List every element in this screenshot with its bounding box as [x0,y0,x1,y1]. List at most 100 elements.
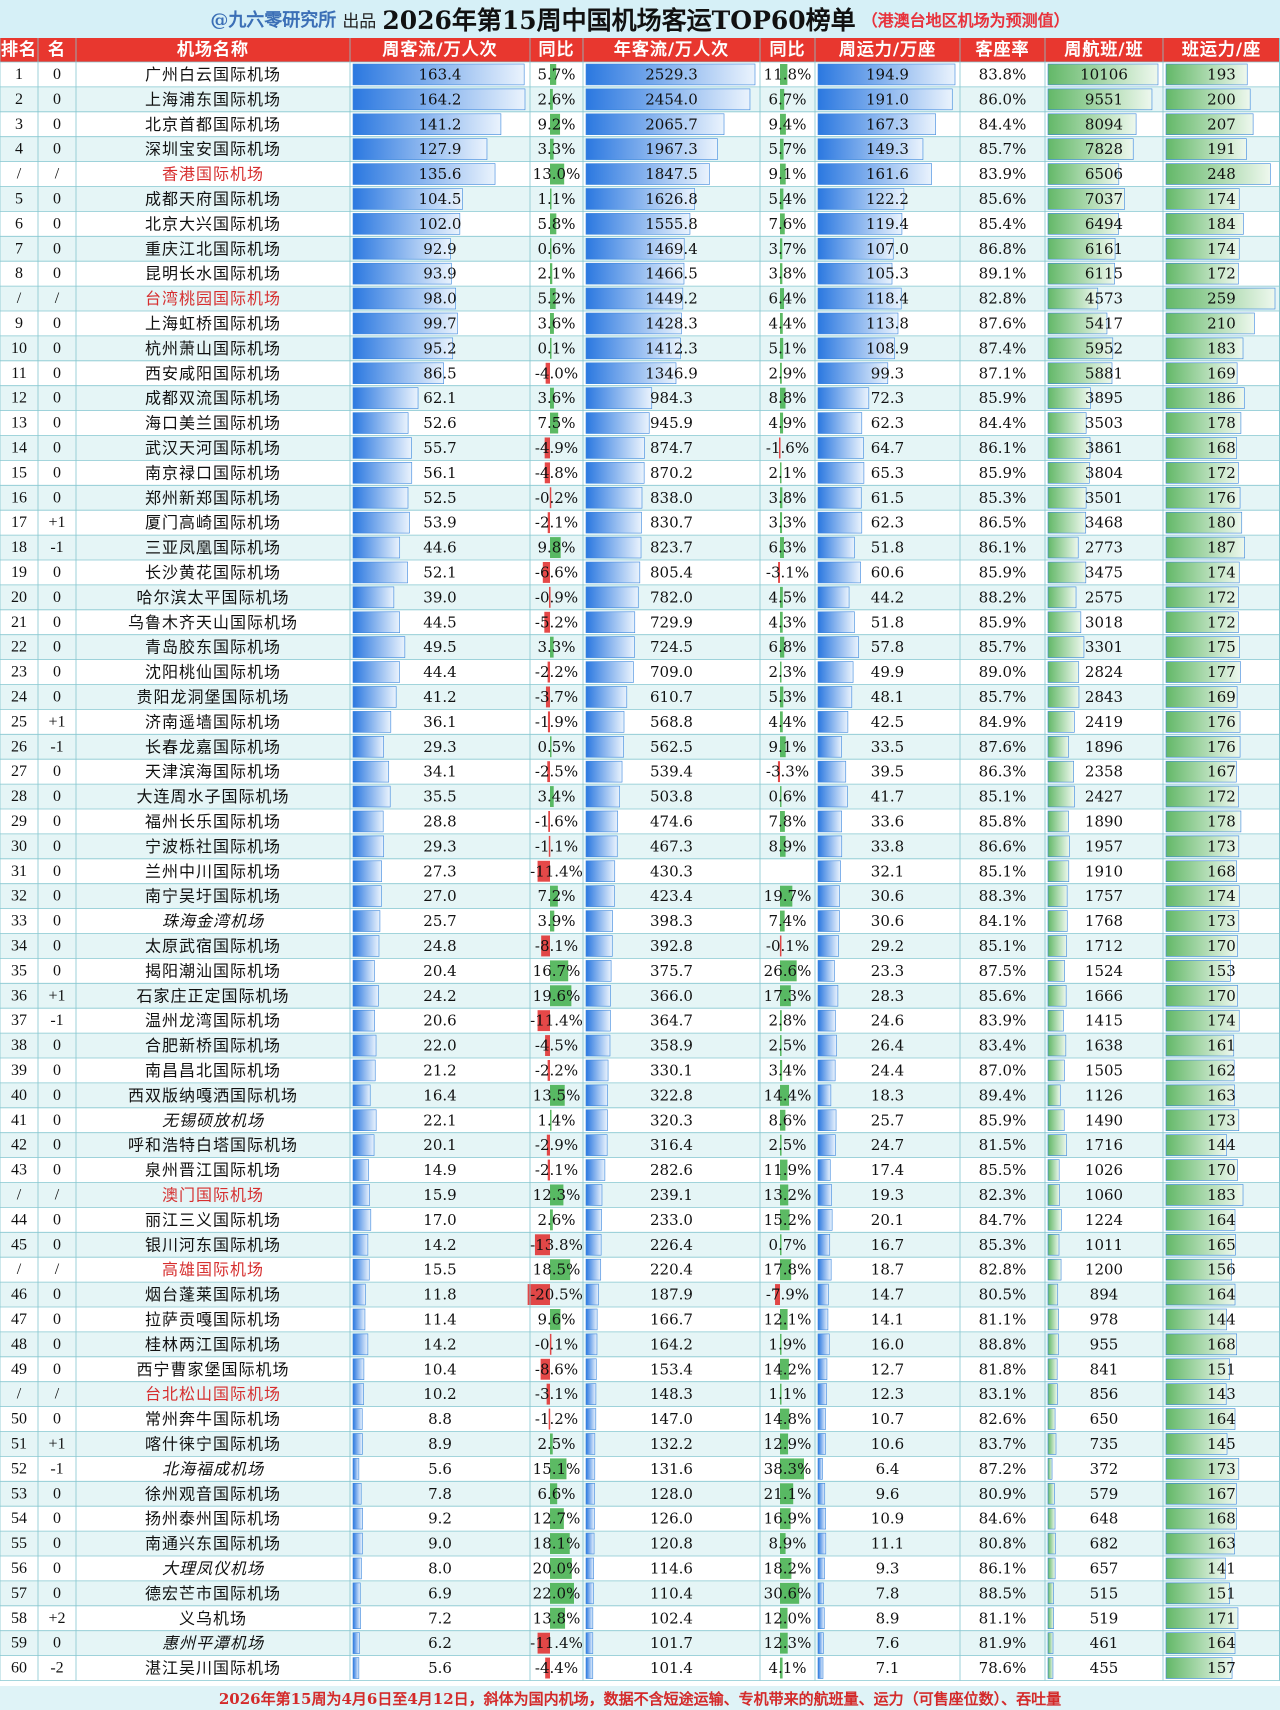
cell-annual: 239.1 [650,1186,693,1204]
cell-load: 85.7% [979,688,1027,706]
cell-name: 香港国际机场 [162,165,264,184]
cell-annual-yoy: 4.9% [768,414,806,432]
table-row [0,1605,1280,1631]
cell-change: 0 [53,1411,61,1428]
annual-yoy-bar [778,562,780,583]
cell-load: 85.4% [979,215,1027,233]
cell-change: 0 [53,1087,61,1104]
cell-weekly-yoy: 13.8% [533,1609,581,1627]
annual-yoy-bar [780,113,786,135]
cell-weekly: 15.5 [423,1261,456,1279]
cell-name: 桂林两江国际机场 [145,1335,281,1354]
cell-annual-yoy: 0.7% [768,1236,806,1254]
weekly-capacity-bar [817,1408,826,1430]
weekly-flights-bar [1047,686,1080,708]
annual-traffic-bar [585,1109,608,1132]
cell-seats: 174 [1207,1012,1236,1030]
annual-yoy-bar [780,661,782,683]
weekly-yoy-bar [550,163,565,185]
weekly-capacity-bar [817,1034,837,1057]
weekly-yoy-bar [550,1558,572,1579]
cell-name: 南昌昌北国际机场 [145,1061,281,1080]
cell-capacity: 64.7 [871,439,904,457]
publisher-suffix: 出品 [342,11,377,32]
cell-weekly-yoy: 2.1% [537,265,575,283]
cell-rank: 55 [11,1535,27,1552]
seats-per-flight-bar [1165,412,1242,434]
cell-weekly: 16.4 [423,1086,456,1104]
cell-change: 0 [53,763,61,780]
cell-annual-yoy: 11.8% [764,65,812,83]
cell-name: 宁波栎社国际机场 [145,837,281,856]
weekly-yoy-bar [550,736,552,758]
weekly-traffic-bar [352,860,382,882]
cell-capacity: 191.0 [866,90,909,108]
cell-rank: 1 [15,66,23,83]
cell-weekly-yoy: -4.4% [535,1659,578,1677]
annual-yoy-bar [780,686,784,708]
annual-yoy-bar [780,1159,788,1181]
annual-traffic-bar [585,312,682,335]
weekly-yoy-bar [550,1458,567,1480]
annual-yoy-bar [780,1632,788,1654]
weekly-capacity-bar [817,1308,829,1331]
cell-name: 成都天府国际机场 [145,189,281,208]
weekly-yoy-bar [550,1184,564,1206]
page-title: 2026年第15周中国机场客运TOP60榜单 [382,6,856,35]
cell-annual: 830.7 [650,514,693,532]
weekly-capacity-bar [817,63,956,86]
weekly-yoy-bar [548,811,550,832]
cell-seats: 169 [1207,364,1236,382]
weekly-capacity-bar [817,113,936,136]
cell-load: 85.7% [979,638,1027,656]
weekly-flights-bar [1047,312,1108,335]
cell-flights: 650 [1090,1410,1119,1428]
cell-seats: 172 [1207,265,1236,283]
weekly-flights-bar [1047,661,1080,683]
cell-capacity: 72.3 [871,389,904,407]
cell-change: 0 [53,439,61,456]
cell-capacity: 7.1 [876,1659,900,1677]
weekly-traffic-bar [352,661,400,683]
cell-weekly: 20.4 [423,962,456,980]
cell-name: 泉州晋江国际机场 [145,1161,281,1180]
seats-per-flight-bar [1165,287,1276,310]
weekly-flights-bar [1047,1184,1060,1206]
cell-change: 0 [53,1162,61,1179]
cell-seats: 164 [1207,1211,1236,1229]
cell-capacity: 39.5 [871,763,904,781]
cell-capacity: 14.1 [871,1310,904,1328]
cell-seats: 144 [1207,1310,1236,1328]
weekly-traffic-bar [352,1034,377,1057]
cell-rank: 49 [11,1361,27,1378]
weekly-flights-bar [1047,238,1116,260]
cell-change: -1 [50,539,63,556]
table-row [0,1132,1280,1158]
cell-seats: 168 [1207,439,1236,457]
cell-name: 澳门国际机场 [162,1185,264,1204]
column-header-rank: 排名 [1,39,37,60]
cell-annual-yoy: 0.6% [768,788,806,806]
cell-weekly-yoy: 13.5% [533,1086,581,1104]
cell-flights: 1910 [1085,862,1123,880]
cell-annual: 226.4 [650,1236,693,1254]
cell-annual-yoy: 12.9% [764,1435,812,1453]
annual-yoy-bar [780,1333,782,1355]
annual-traffic-bar [585,1209,602,1231]
cell-capacity: 161.6 [866,165,909,183]
cell-rank: 4 [15,141,23,158]
row-background [0,1033,1280,1058]
annual-yoy-bar [780,1259,792,1281]
cell-change: 0 [53,1286,61,1303]
cell-name: 常州奔牛国际机场 [145,1410,281,1429]
cell-annual: 101.7 [650,1634,693,1652]
cell-flights: 1490 [1085,1111,1123,1129]
weekly-flights-bar [1047,1009,1064,1032]
publisher-name: @九六零研究所 [210,10,337,31]
cell-annual-yoy: 8.6% [768,1111,806,1129]
seats-per-flight-bar [1165,262,1239,285]
cell-rank: 13 [11,415,27,432]
weekly-yoy-bar [548,1408,551,1430]
annual-yoy-bar [780,636,785,658]
cell-flights: 1505 [1085,1061,1123,1079]
